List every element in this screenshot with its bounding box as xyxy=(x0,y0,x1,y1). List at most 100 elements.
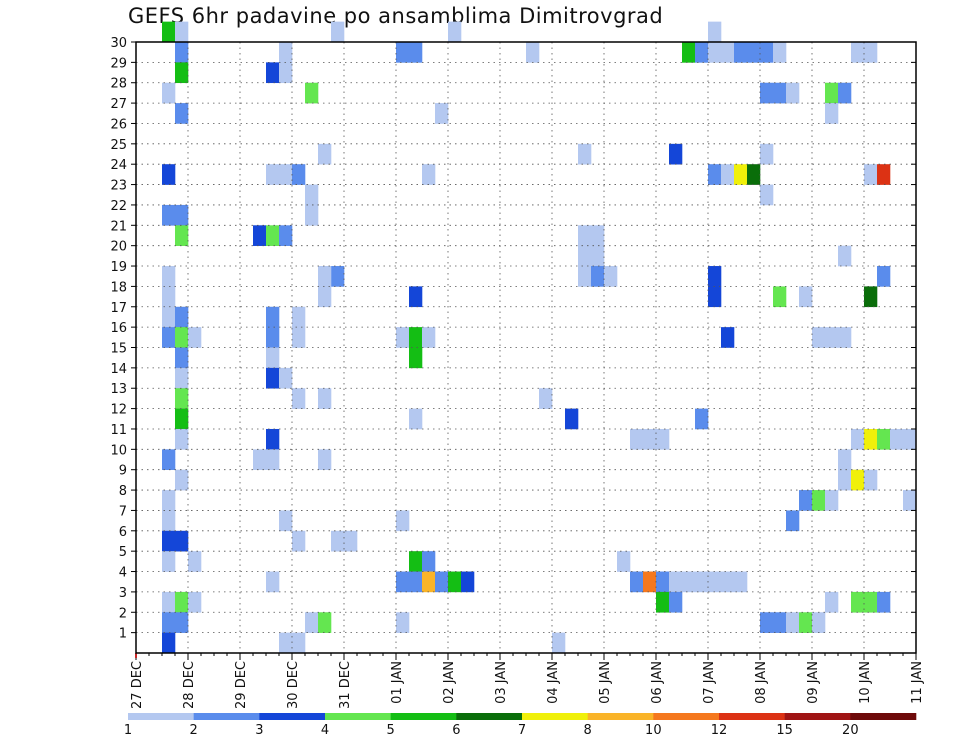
precip-cell xyxy=(825,103,839,124)
y-tick-label: 12 xyxy=(110,403,127,418)
y-tick-label: 2 xyxy=(119,606,127,621)
precip-cell xyxy=(591,266,605,287)
precip-cell xyxy=(175,367,189,389)
precip-cell xyxy=(721,327,735,348)
precip-cell xyxy=(175,42,189,63)
precip-cell xyxy=(188,591,202,613)
precip-cell xyxy=(292,388,306,409)
precip-cell xyxy=(812,490,826,511)
precip-cell xyxy=(851,469,865,491)
precip-cell xyxy=(630,428,670,450)
precip-cell xyxy=(266,225,280,246)
precip-cell xyxy=(162,266,176,287)
precip-cell xyxy=(305,184,319,206)
precip-cell xyxy=(396,327,410,348)
y-tick-label: 13 xyxy=(110,382,127,397)
y-tick-label: 22 xyxy=(110,199,127,214)
y-tick-label: 25 xyxy=(110,138,127,153)
precip-cell xyxy=(851,42,878,63)
precip-cell xyxy=(838,82,852,104)
precip-cell xyxy=(617,551,631,572)
x-tick-label: 07 JAN xyxy=(702,661,717,704)
colorbar: 1 2 3 4 5 6 7 8 10 12 15 20 xyxy=(124,713,917,738)
precip-cell xyxy=(838,245,852,267)
colorbar-segment xyxy=(456,713,523,720)
colorbar-segment xyxy=(719,713,785,720)
precip-cell xyxy=(266,306,280,328)
precip-cell xyxy=(526,42,540,63)
colorbar-label: 6 xyxy=(452,723,460,738)
precip-cell xyxy=(175,591,189,613)
y-tick-label: 11 xyxy=(110,423,127,438)
precip-cell xyxy=(162,510,176,532)
colorbar-label: 3 xyxy=(255,723,263,738)
precip-cell xyxy=(266,62,280,84)
precip-cell xyxy=(162,82,176,104)
precip-cell xyxy=(279,367,293,389)
y-axis-ticks: 1234567891011121314151617181920212223242… xyxy=(110,36,916,654)
precip-cell xyxy=(318,612,332,633)
x-tick-label: 30 DEC xyxy=(286,661,301,709)
precip-cell xyxy=(708,21,722,43)
precip-cell xyxy=(669,591,683,613)
precip-cell xyxy=(162,449,176,470)
x-tick-label: 29 DEC xyxy=(234,661,249,709)
chart-title: GEFS 6hr padavine po ansamblima Dimitrov… xyxy=(128,4,664,28)
colorbar-segment xyxy=(850,713,917,720)
precip-cell xyxy=(838,469,852,491)
precip-cell xyxy=(890,428,917,450)
precip-cell xyxy=(643,571,657,593)
colorbar-label: 15 xyxy=(776,723,793,738)
colorbar-segment xyxy=(522,713,588,720)
precip-cell xyxy=(162,204,189,226)
precip-cell xyxy=(409,347,423,369)
x-tick-label: 27 DEC xyxy=(130,661,145,709)
precip-cell xyxy=(396,42,423,63)
y-tick-label: 23 xyxy=(110,179,127,194)
precip-cell xyxy=(279,42,293,63)
precip-cell xyxy=(292,164,306,185)
colorbar-segment xyxy=(128,713,194,720)
colorbar-segment xyxy=(325,713,391,720)
precip-cell xyxy=(162,286,176,308)
colorbar-label: 12 xyxy=(711,723,728,738)
x-tick-label: 01 JAN xyxy=(390,661,405,704)
precip-cell xyxy=(266,164,293,185)
precip-cell xyxy=(396,510,410,532)
precip-cell xyxy=(188,551,202,572)
precip-cell xyxy=(760,82,787,104)
precip-cell xyxy=(253,449,280,470)
precip-cell xyxy=(838,449,852,470)
precip-cell xyxy=(175,347,189,369)
precip-cell xyxy=(773,286,787,308)
precip-cell xyxy=(175,103,189,124)
precip-cell xyxy=(266,347,280,369)
x-tick-label: 11 JAN xyxy=(910,661,925,704)
precip-cell xyxy=(422,571,436,593)
precip-cell xyxy=(175,306,189,328)
precip-cell xyxy=(799,490,813,511)
precip-cell xyxy=(682,42,696,63)
colorbar-segment xyxy=(193,713,260,720)
colorbar-segment xyxy=(784,713,851,720)
x-tick-label: 09 JAN xyxy=(806,661,821,704)
precip-cell xyxy=(266,327,280,348)
precip-cell xyxy=(578,143,592,165)
y-tick-label: 27 xyxy=(110,97,127,112)
precip-cell xyxy=(175,62,189,84)
x-tick-label: 10 JAN xyxy=(858,661,873,704)
precip-cell xyxy=(877,428,891,450)
precip-cell xyxy=(318,286,332,308)
precip-cell xyxy=(188,327,202,348)
precip-cell xyxy=(825,591,839,613)
y-tick-label: 19 xyxy=(110,260,127,275)
precip-cell xyxy=(760,143,774,165)
precip-cell xyxy=(331,530,358,552)
precip-cell xyxy=(448,571,462,593)
precip-cell xyxy=(812,327,852,348)
y-tick-label: 26 xyxy=(110,117,127,132)
x-tick-label: 03 JAN xyxy=(494,661,509,704)
precip-cell xyxy=(786,82,800,104)
precip-cell xyxy=(396,571,423,593)
